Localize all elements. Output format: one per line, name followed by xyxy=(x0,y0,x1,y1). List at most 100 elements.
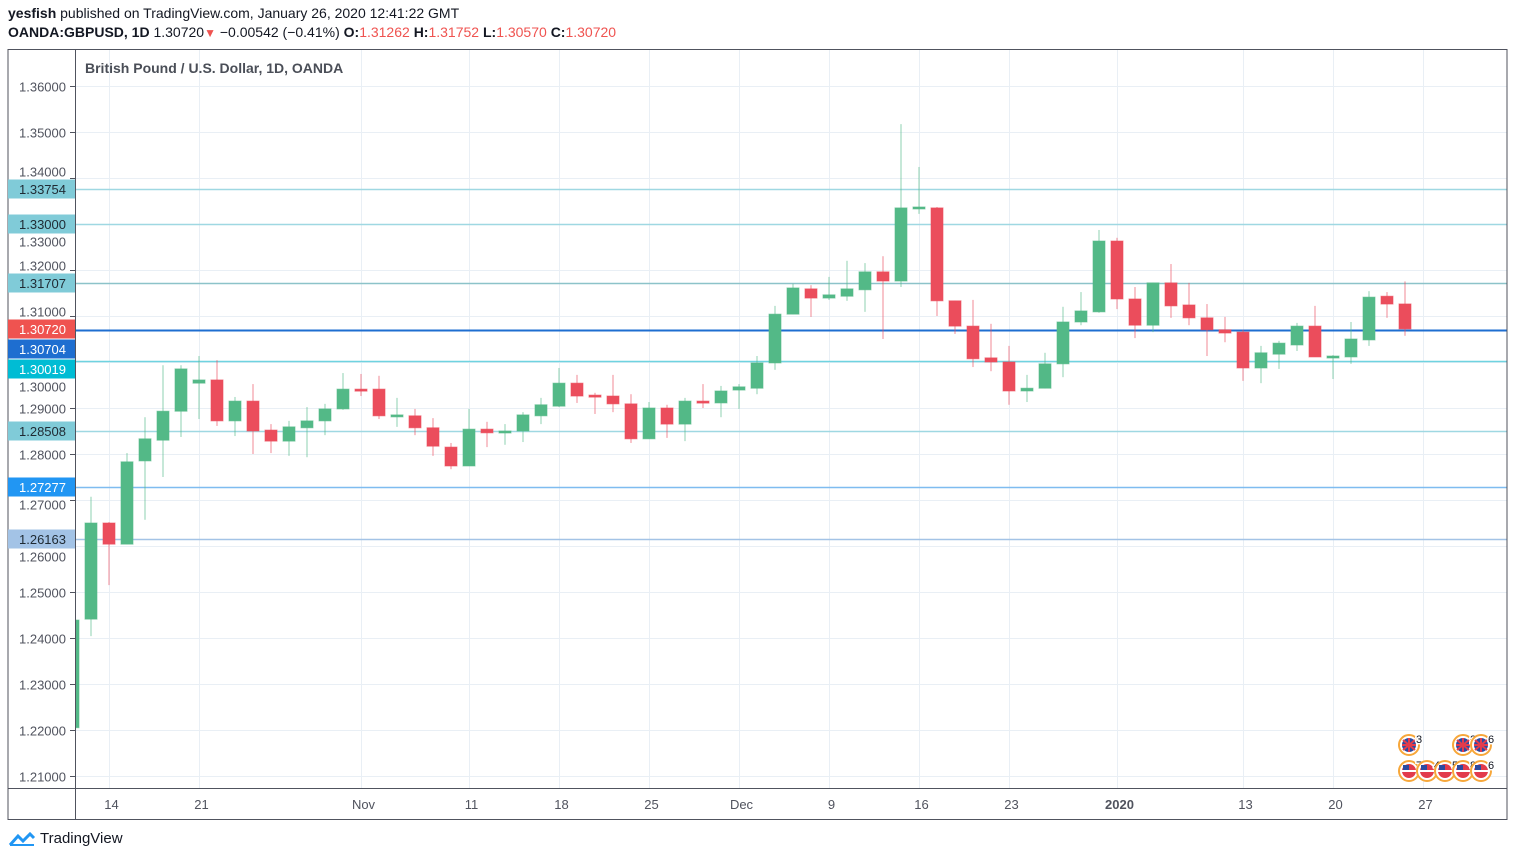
publish-info: yesfish published on TradingView.com, Ja… xyxy=(8,5,459,21)
candle-up xyxy=(894,124,908,288)
candle-body xyxy=(120,461,134,545)
x-tick-label: 11 xyxy=(465,797,479,812)
level-label-bg xyxy=(8,359,75,379)
candle-body xyxy=(1290,325,1304,346)
candle-body xyxy=(1182,304,1196,319)
x-tick-label: 16 xyxy=(914,797,928,812)
down-arrow-icon: ▼ xyxy=(204,26,216,40)
candle-down xyxy=(426,418,440,456)
us-flag-stripe xyxy=(1402,770,1416,772)
candle-up xyxy=(156,365,170,477)
candle-up xyxy=(1038,352,1052,389)
candle-body xyxy=(948,300,962,327)
candle-up xyxy=(138,417,152,520)
candle-body xyxy=(138,438,152,462)
candle-up xyxy=(822,276,836,300)
tradingview-logo[interactable]: TradingView xyxy=(8,830,123,847)
candle-body xyxy=(732,386,746,391)
level-label: 1.30019 xyxy=(19,362,66,377)
candle-down xyxy=(246,384,260,454)
candle-down xyxy=(1128,287,1142,339)
candle-body xyxy=(228,400,242,422)
y-tick-label: 1.34000 xyxy=(19,165,66,180)
candle-down xyxy=(930,206,944,316)
level-label-bg xyxy=(8,214,75,234)
candle-down xyxy=(660,404,674,438)
candle-down xyxy=(1200,304,1214,357)
y-tick-label: 1.27000 xyxy=(19,498,66,513)
level-label-bg xyxy=(8,339,75,359)
x-tick-label: 2020 xyxy=(1105,797,1134,812)
price-axis[interactable]: 1.36000 1.35000 1.34000 1.33000 1.32000 1.310… xyxy=(19,80,75,785)
uk-event-marker[interactable]: 6 xyxy=(1470,733,1496,756)
candle-up xyxy=(76,619,80,729)
candle-up xyxy=(1272,340,1286,369)
event-count: 6 xyxy=(1488,760,1494,772)
candle-down xyxy=(102,522,116,586)
symbol-info: OANDA:GBPUSD, 1D 1.30720▼ −0.00542 (−0.4… xyxy=(8,24,616,40)
us-flag-stripe xyxy=(1420,770,1434,772)
us-flag-canton xyxy=(1439,765,1445,770)
candle-body xyxy=(912,206,926,210)
candle-up xyxy=(390,397,404,427)
level-label-bg xyxy=(8,179,75,199)
high-value: 1.31752 xyxy=(428,24,480,40)
candle-up xyxy=(1344,321,1358,364)
us-event-marker[interactable]: 6 xyxy=(1470,759,1496,782)
candle-down xyxy=(1182,282,1196,326)
y-tick-label: 1.25000 xyxy=(19,586,66,601)
y-tick-label: 1.32000 xyxy=(19,259,66,274)
candle-body xyxy=(156,410,170,441)
candle-body xyxy=(696,400,710,404)
us-flag-stripe xyxy=(1438,770,1452,772)
candle-up xyxy=(192,356,206,420)
high-label: H: xyxy=(413,24,429,40)
x-tick-label: 21 xyxy=(194,797,208,812)
uk-flag-cross xyxy=(1402,738,1416,752)
uk-flag-cross xyxy=(1474,738,1488,752)
candle-up xyxy=(336,373,350,410)
candle-body xyxy=(1002,361,1016,392)
us-flag-canton xyxy=(1475,765,1481,770)
candle-body xyxy=(84,522,98,620)
candle-body xyxy=(1146,282,1160,326)
candle-down xyxy=(1110,237,1124,310)
candle-body xyxy=(1092,240,1106,313)
candle-body xyxy=(606,395,620,405)
candle-body xyxy=(516,414,530,432)
x-tick-label: 20 xyxy=(1328,797,1342,812)
candle-body xyxy=(642,407,656,440)
candle-up xyxy=(1290,322,1304,351)
horizontal-levels xyxy=(76,188,1507,541)
candle-body xyxy=(768,313,782,364)
level-label: 1.26163 xyxy=(19,532,66,547)
candle-body xyxy=(408,415,422,429)
x-tick-label: Dec xyxy=(730,797,754,812)
candle-body xyxy=(714,390,728,404)
chart-title: British Pound / U.S. Dollar, 1D, OANDA xyxy=(85,60,343,76)
candle-body xyxy=(1074,310,1088,323)
publish-text: published on TradingView.com, January 26… xyxy=(60,5,460,21)
author[interactable]: yesfish xyxy=(8,5,57,21)
candle-up xyxy=(732,384,746,409)
candle-body xyxy=(1344,338,1358,358)
price-change: −0.00542 (−0.41%) xyxy=(219,24,340,40)
y-tick-label: 1.28000 xyxy=(19,448,66,463)
x-tick-label: 25 xyxy=(644,797,658,812)
y-tick-label: 1.31000 xyxy=(19,305,66,320)
candle-body xyxy=(354,388,368,392)
candle-up xyxy=(678,397,692,442)
candle-up xyxy=(516,412,530,443)
candle-body xyxy=(660,407,674,425)
time-axis[interactable]: 14 21 Nov 11 18 25 Dec 9 16 23 2020 13 20 27 xyxy=(104,797,1432,812)
y-tick-label: 1.26000 xyxy=(19,550,66,565)
y-tick-label: 1.29000 xyxy=(19,402,66,417)
candle-up xyxy=(282,420,296,456)
candle-body xyxy=(76,619,80,729)
us-flag-stripe xyxy=(1474,770,1488,772)
candle-body xyxy=(1164,282,1178,307)
candle-down xyxy=(984,323,998,372)
economic-events: 32674586 xyxy=(1398,733,1496,782)
uk-event-marker[interactable]: 3 xyxy=(1398,733,1424,756)
